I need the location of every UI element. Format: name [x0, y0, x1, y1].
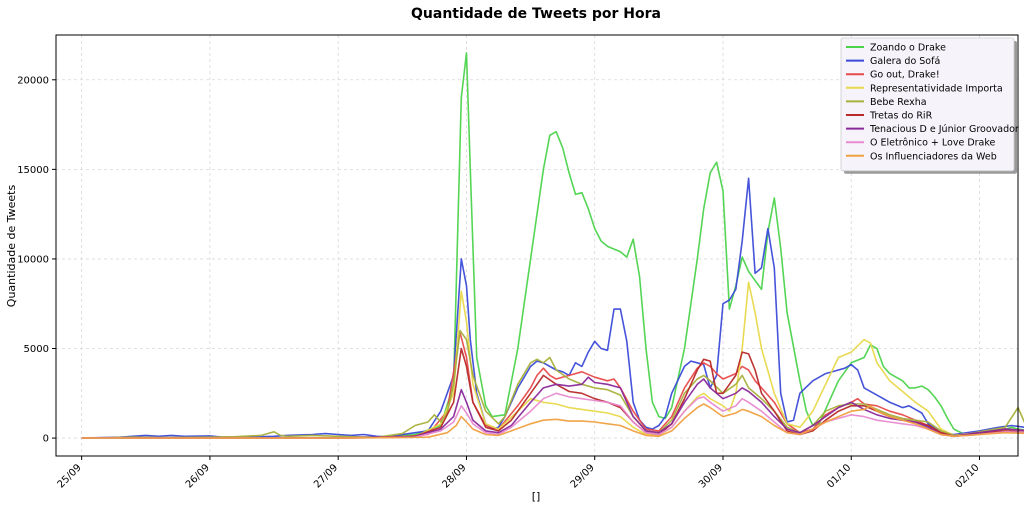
- y-tick-label: 20000: [17, 75, 49, 86]
- legend-label: Tenacious D e Júnior Groovador: [869, 124, 1019, 135]
- y-axis-label: Quantidade de Tweets: [5, 185, 18, 308]
- y-tick-label: 0: [43, 434, 49, 445]
- legend-label: O Eletrônico + Love Drake: [870, 138, 996, 149]
- series-line-5: [81, 329, 1024, 439]
- x-tick-label: 28/09: [440, 462, 468, 490]
- x-tick-label: 01/10: [825, 462, 853, 490]
- legend-label: Bebe Rexha: [870, 97, 927, 108]
- legend-label: Os Influenciadores da Web: [870, 151, 997, 162]
- y-tick-label: 5000: [24, 344, 49, 355]
- series-line-3: [81, 331, 1024, 439]
- legend-label: Galera do Sofá: [870, 56, 940, 67]
- x-tick-label: 02/10: [953, 462, 981, 490]
- series-line-9: [81, 403, 1024, 439]
- x-tick-label: 27/09: [312, 462, 340, 490]
- series-line-2: [81, 177, 1024, 439]
- legend-label: Go out, Drake!: [870, 70, 940, 81]
- x-tick-label: 29/09: [569, 462, 597, 490]
- x-tick-label: 25/09: [56, 462, 84, 490]
- x-axis-label: []: [532, 490, 541, 503]
- x-tick-label: 26/09: [184, 462, 212, 490]
- grid: [56, 35, 1018, 456]
- plot-area-frame: [55, 34, 1019, 457]
- series-line-4: [81, 281, 1024, 439]
- y-tick-label: 10000: [17, 254, 49, 265]
- series-line-8: [81, 392, 1024, 439]
- series-line-1: [81, 52, 1024, 439]
- y-tick-label: 15000: [17, 165, 49, 176]
- legend-label: Representatividade Importa: [870, 83, 1003, 94]
- legend-label: Zoando o Drake: [870, 43, 946, 54]
- legend-box: [840, 37, 1015, 172]
- legend-label: Tretas do RiR: [869, 111, 933, 122]
- legend: Zoando o Drake Galera do Sofá Go out, Drak…: [840, 37, 1019, 174]
- x-tick-label: 30/09: [697, 462, 725, 490]
- chart-title: Quantidade de Tweets por Hora: [411, 6, 661, 22]
- series-lines: [81, 52, 1024, 439]
